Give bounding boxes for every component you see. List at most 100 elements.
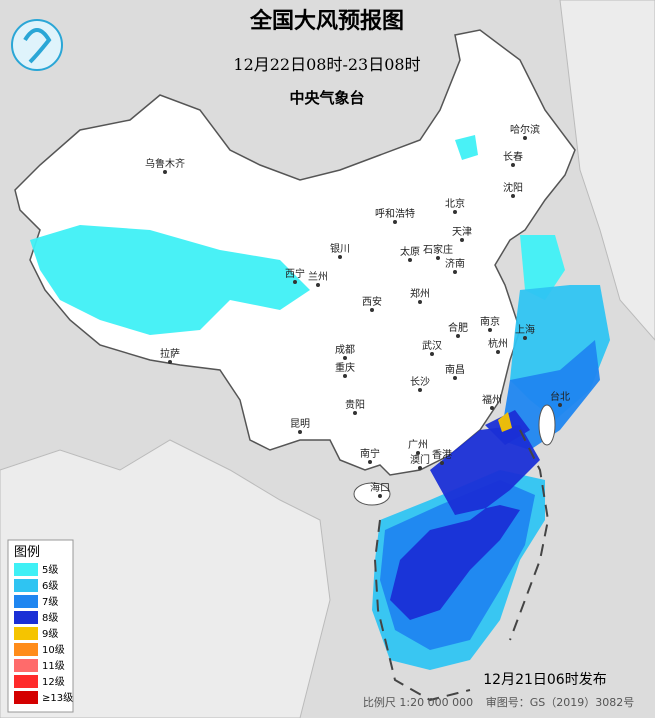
city-label: 贵阳 [345,398,365,411]
city-label: 太原 [400,245,420,258]
city-dot [418,466,422,470]
city-label: 香港 [432,449,452,461]
city-dot [418,300,422,304]
city-dot [440,461,444,465]
city-dot [511,194,515,198]
legend-swatch [14,611,38,624]
city-dot [523,136,527,140]
legend-label: 5级 [42,564,58,576]
city-dot [408,258,412,262]
scale: 比例尺 1:20 000 000 [363,695,473,709]
city-dot [293,280,297,284]
city-label: 兰州 [308,270,328,283]
city-dot [496,350,500,354]
legend-label: 11级 [42,660,65,672]
city-label: 福州 [482,393,502,406]
city-dot [453,376,457,380]
legend-label: ≥13级 [42,692,73,704]
city-label: 乌鲁木齐 [145,157,185,170]
city-label: 上海 [515,323,535,336]
wind-area [520,235,565,300]
city-dot [393,220,397,224]
legend-label: 7级 [42,596,58,608]
city-dot [353,411,357,415]
legend-label: 8级 [42,612,58,624]
city-label: 海口 [370,481,390,494]
city-label: 武汉 [422,339,442,352]
legend-swatch [14,659,38,672]
city-dot [316,283,320,287]
city-label: 重庆 [335,361,355,374]
city-label: 郑州 [410,287,430,300]
city-label: 西宁 [285,267,305,280]
city-label: 广州 [408,439,428,451]
title: 全国大风预报图 [249,8,404,34]
city-dot [558,403,562,407]
city-dot [453,270,457,274]
legend-label: 12级 [42,676,65,688]
wind-area [455,135,478,160]
city-dot [430,352,434,356]
neighbor-land [559,0,655,341]
city-label: 南宁 [360,447,380,460]
legend-label: 6级 [42,580,58,592]
city-dot [378,494,382,498]
wind-area [498,412,512,432]
city-dot [488,328,492,332]
city-label: 南京 [480,315,500,328]
legend-swatch [14,643,38,656]
legend-swatch [14,627,38,640]
city-label: 澳门 [410,453,430,466]
city-label: 北京 [445,197,465,210]
legend-swatch [14,563,38,576]
city-label: 成都 [335,344,355,356]
city-dot [370,308,374,312]
city-dot [163,170,167,174]
city-dot [523,336,527,340]
wind-areas [30,135,610,670]
hainan [353,482,391,506]
city-label: 昆明 [290,418,310,430]
wind-area [390,425,540,620]
review: 审图号：GS（2019）3082号 [486,695,635,709]
city-label: 拉萨 [160,347,180,360]
city-dot [343,356,347,360]
city-label: 杭州 [488,337,508,350]
city-label: 济南 [445,257,465,270]
logo-swirl [23,28,52,64]
city-label: 银川 [330,242,350,255]
legend-swatch [14,675,38,688]
period: 12月22日08时-23日08时 [233,55,420,74]
issued: 12月21日06时发布 [483,672,606,688]
city-dot [511,163,515,167]
agency: 中央气象台 [289,89,364,107]
nine-dash-line [373,429,550,702]
wind-area [500,340,600,450]
taiwan [538,404,556,446]
legend-swatch [14,691,38,704]
logo [11,19,63,71]
city-label: 台北 [550,390,570,403]
city-label: 沈阳 [503,181,523,194]
neighbor-land [0,439,331,718]
city-dot [343,374,347,378]
legend-swatch [14,579,38,592]
city-dot [418,388,422,392]
city-dot [338,255,342,259]
city-dot [298,430,302,434]
city-label: 合肥 [448,321,468,334]
china-outline [14,29,576,476]
city-dot [453,210,457,214]
legend-label: 10级 [42,644,65,656]
city-label: 长沙 [410,376,430,388]
wind-area [30,225,310,335]
legend-title: 图例 [14,545,40,560]
city-label: 呼和浩特 [375,208,415,220]
city-dot [456,334,460,338]
city-label: 石家庄 [423,243,453,256]
legend: 5级 6级 7级 8级 9级 10级 11级 12级 ≥13级 [14,563,73,704]
legend-label: 9级 [42,628,58,640]
